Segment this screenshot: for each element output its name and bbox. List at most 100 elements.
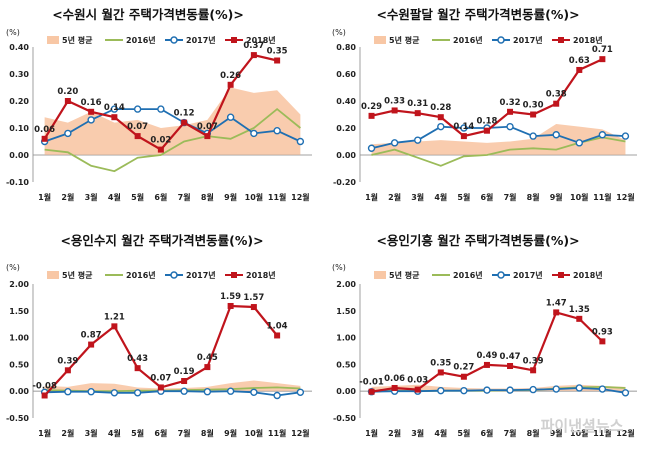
x-tick-label: 3월: [411, 192, 424, 202]
data-label: 0.20: [57, 87, 78, 97]
data-label: 0.07: [197, 122, 218, 132]
x-tick-label: 1월: [365, 428, 378, 438]
legend-swatch-avg5: [47, 271, 59, 279]
data-point: [64, 367, 71, 374]
x-tick-label: 5월: [457, 428, 470, 438]
data-point: [414, 136, 422, 144]
data-label: 0.33: [384, 96, 405, 106]
y-tick-label: -0.10: [6, 178, 29, 187]
x-tick-label: 2월: [61, 192, 74, 202]
x-tick-label: 12월: [291, 192, 310, 202]
y-tick-label: 0.80: [336, 43, 356, 52]
data-point: [460, 373, 467, 380]
x-tick-label: 7월: [178, 192, 191, 202]
data-point: [134, 133, 141, 140]
legend-label: 5년 평균: [62, 35, 93, 45]
y-tick-label: 0.00: [9, 387, 29, 396]
data-point: [273, 391, 281, 400]
data-point: [110, 389, 119, 397]
data-label: 0.19: [174, 367, 195, 377]
x-tick-label: 6월: [480, 428, 493, 438]
y-tick-label: 2.00: [336, 280, 356, 289]
data-label: 0.07: [127, 122, 148, 132]
data-point: [437, 369, 444, 376]
legend-label: 2016년: [453, 35, 483, 45]
y-tick-label: 0.20: [9, 97, 29, 106]
data-point: [250, 52, 257, 59]
x-tick-label: 6월: [480, 192, 493, 202]
data-point: [250, 304, 257, 311]
x-tick-label: 11월: [593, 428, 612, 438]
data-label: 0.31: [407, 99, 428, 109]
data-label: 0.35: [430, 358, 451, 368]
data-point: [181, 378, 188, 385]
x-tick-label: 12월: [616, 428, 635, 438]
y-tick-label: 0.40: [9, 43, 29, 52]
data-label: 0.18: [476, 117, 497, 127]
data-point: [41, 135, 48, 142]
data-point: [227, 81, 234, 88]
data-label: 0.07: [150, 373, 171, 383]
x-tick-label: 10월: [245, 428, 264, 438]
data-point: [250, 129, 258, 138]
legend-label: 2017년: [513, 270, 543, 280]
legend-label: 2016년: [453, 270, 483, 280]
data-point: [204, 364, 211, 371]
x-tick-label: 1월: [38, 428, 51, 438]
data-point: [437, 122, 445, 131]
data-label: 0.06: [34, 125, 55, 135]
legend-marker: [231, 272, 237, 278]
y-tick-label: 0.50: [336, 360, 356, 369]
data-label: 0.26: [220, 71, 241, 81]
data-label: 1.47: [546, 298, 567, 308]
data-point: [599, 56, 606, 63]
legend-marker: [497, 36, 505, 44]
data-point: [64, 129, 72, 138]
x-tick-label: 11월: [268, 428, 287, 438]
data-point: [529, 385, 537, 394]
data-label: 0.32: [500, 98, 521, 108]
data-point: [157, 105, 165, 113]
data-point: [575, 384, 583, 392]
y-unit-label: (%): [6, 28, 20, 37]
y-tick-label: 0.20: [336, 124, 356, 133]
x-tick-label: 12월: [616, 192, 635, 202]
data-label: 0.14: [104, 103, 125, 113]
legend-label: 2016년: [126, 270, 156, 280]
data-point: [460, 124, 468, 132]
data-point: [273, 126, 281, 135]
y-tick-label: 1.50: [336, 307, 356, 316]
data-point: [391, 384, 398, 391]
x-tick-label: 1월: [38, 192, 51, 202]
legend-swatch-avg5: [47, 36, 59, 44]
data-point: [576, 315, 583, 322]
data-point: [598, 385, 607, 393]
data-point: [157, 146, 164, 153]
data-point: [88, 341, 95, 348]
x-tick-label: 4월: [434, 428, 447, 438]
y-tick-label: 0.00: [336, 151, 356, 160]
data-label: 1.57: [243, 293, 264, 303]
data-label: 0.14: [453, 122, 474, 132]
legend-label: 2017년: [186, 270, 216, 280]
data-point: [460, 386, 468, 395]
x-tick-label: 2월: [61, 428, 74, 438]
x-tick-label: 1월: [365, 192, 378, 202]
data-label: 0.63: [569, 56, 590, 66]
data-label: -0.01: [359, 378, 384, 388]
data-label: 0.49: [476, 351, 497, 361]
chart-title: <수원팔달 월간 주택가격변동률(%)>: [376, 7, 579, 22]
data-point: [621, 389, 630, 397]
x-tick-label: 2월: [388, 192, 401, 202]
data-point: [111, 323, 118, 330]
x-tick-label: 5월: [131, 428, 144, 438]
data-label: 0.71: [592, 45, 613, 55]
y-tick-label: 0.50: [9, 360, 29, 369]
data-point: [507, 108, 514, 115]
legend-label: 5년 평균: [62, 270, 93, 280]
series-line-2: [371, 125, 626, 150]
data-label: 0.45: [197, 353, 218, 363]
data-point: [575, 139, 583, 147]
y-tick-label: 1.00: [336, 334, 356, 343]
chart-panel-3: <용인수지 월간 주택가격변동률(%)> (%) -0.50 0.00 0.50 1.00…: [6, 233, 312, 438]
